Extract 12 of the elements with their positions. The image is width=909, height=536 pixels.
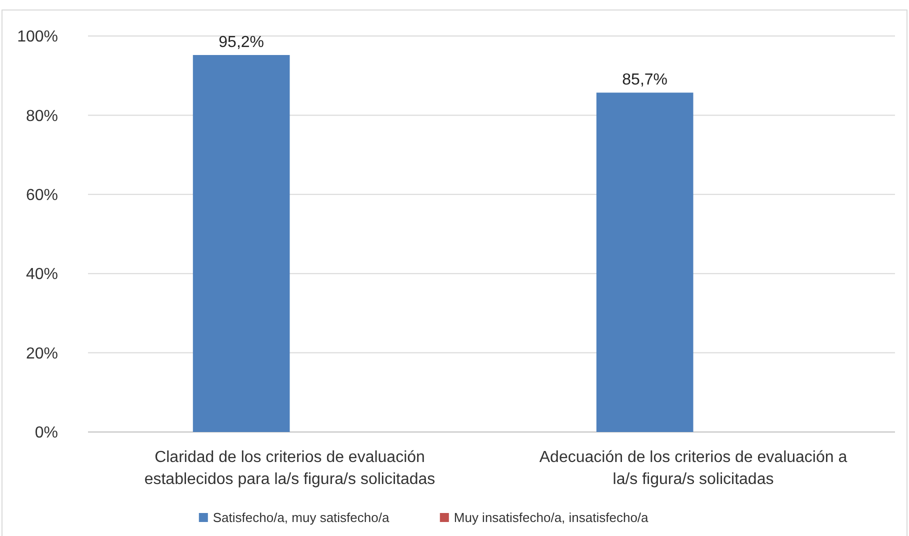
data-label: 95,2%: [218, 34, 264, 52]
legend-label: Satisfecho/a, muy satisfecho/a: [212, 510, 390, 525]
legend-label: Muy insatisfecho/a, insatisfecho/a: [454, 510, 650, 525]
y-tick-label: 0%: [34, 424, 58, 442]
data-label: 85,7%: [622, 72, 668, 89]
x-tick-label: Adecuación de los criterios de evaluación a la/s figura/s solicitadas: [539, 449, 848, 488]
y-tick-label: 20%: [26, 345, 58, 362]
y-tick-label: 100%: [17, 28, 58, 46]
y-tick-label: 40%: [26, 266, 58, 284]
y-tick-label: 80%: [26, 108, 58, 125]
y-tick-label: 60%: [26, 187, 58, 204]
x-tick-label: Claridad de los criterios de evaluación establecidos para la/s figura/s solicitadas: [144, 449, 436, 488]
